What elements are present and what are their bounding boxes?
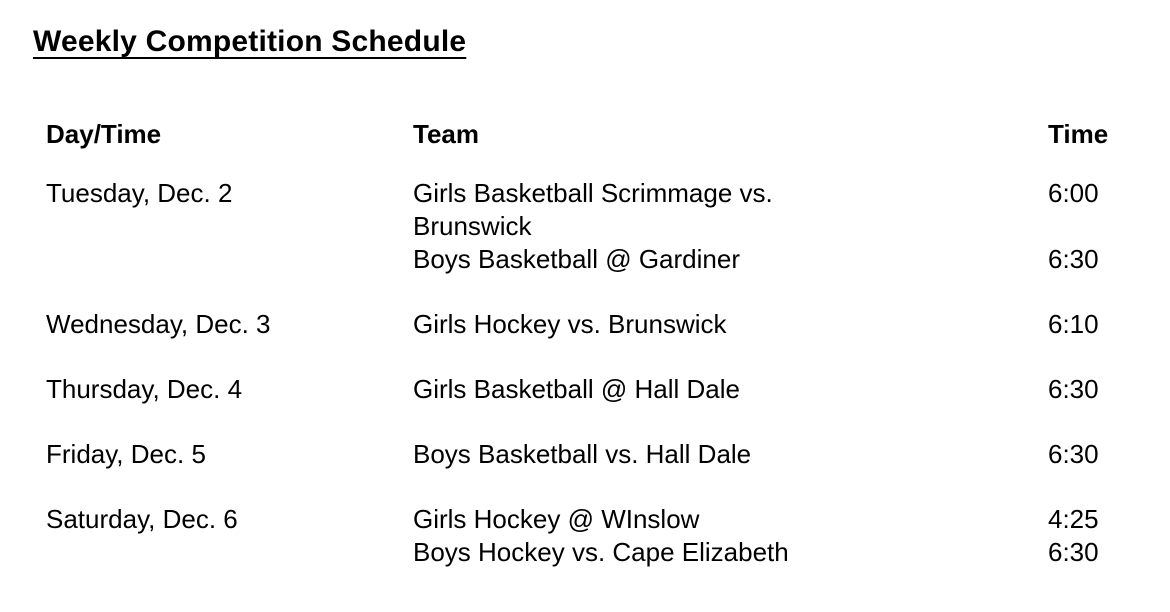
event-row: Boys Basketball vs. Hall Dale 6:30 — [413, 438, 1150, 471]
events-cell: Girls Hockey @ WInslow 4:25 Boys Hockey … — [413, 503, 1150, 569]
table-row: Tuesday, Dec. 2 Girls Basketball Scrimma… — [46, 177, 1150, 276]
column-header-team: Team — [413, 119, 479, 149]
column-header-time: Time — [1048, 119, 1109, 149]
day-cell: Wednesday, Dec. 3 — [46, 309, 271, 339]
event-time: 6:30 — [1048, 439, 1099, 469]
event-row: Girls Hockey vs. Brunswick 6:10 — [413, 308, 1150, 341]
event-team: Girls Basketball Scrimmage vs. Brunswick — [413, 177, 1048, 243]
event-team-line: Boys Basketball vs. Hall Dale — [413, 439, 752, 469]
event-time: 6:00 — [1048, 178, 1099, 208]
event-row: Boys Hockey vs. Cape Elizabeth 6:30 — [413, 536, 1150, 569]
day-cell: Thursday, Dec. 4 — [46, 374, 243, 404]
event-team: Boys Basketball vs. Hall Dale — [413, 438, 1048, 471]
table-header-row: Day/Time Team Time — [46, 118, 1150, 151]
event-team-line: Girls Hockey vs. Brunswick — [413, 309, 727, 339]
table-row: Friday, Dec. 5 Boys Basketball vs. Hall … — [46, 438, 1150, 471]
table-row: Thursday, Dec. 4 Girls Basketball @ Hall… — [46, 373, 1150, 406]
table-row: Saturday, Dec. 6 Girls Hockey @ WInslow … — [46, 503, 1150, 569]
events-cell: Girls Hockey vs. Brunswick 6:10 — [413, 308, 1150, 341]
event-team-line: Girls Basketball Scrimmage vs. — [413, 178, 773, 208]
event-row: Girls Basketball Scrimmage vs. Brunswick … — [413, 177, 1150, 243]
event-team: Boys Hockey vs. Cape Elizabeth — [413, 536, 1048, 569]
event-time: 6:30 — [1048, 244, 1099, 274]
events-cell: Girls Basketball @ Hall Dale 6:30 — [413, 373, 1150, 406]
event-team: Girls Basketball @ Hall Dale — [413, 373, 1048, 406]
event-time: 6:30 — [1048, 374, 1099, 404]
event-team: Girls Hockey @ WInslow — [413, 503, 1048, 536]
event-time: 6:30 — [1048, 537, 1099, 567]
schedule-table: Day/Time Team Time Tuesday, Dec. 2 Girls… — [46, 118, 1150, 569]
day-cell: Friday, Dec. 5 — [46, 439, 206, 469]
event-time: 6:10 — [1048, 309, 1099, 339]
event-team: Boys Basketball @ Gardiner — [413, 243, 1048, 276]
event-team: Girls Hockey vs. Brunswick — [413, 308, 1048, 341]
event-row: Girls Hockey @ WInslow 4:25 — [413, 503, 1150, 536]
day-cell: Tuesday, Dec. 2 — [46, 178, 233, 208]
event-team-line: Girls Hockey @ WInslow — [413, 504, 700, 534]
table-row: Wednesday, Dec. 3 Girls Hockey vs. Bruns… — [46, 308, 1150, 341]
event-team-line: Boys Basketball @ Gardiner — [413, 244, 740, 274]
event-team-line: Boys Hockey vs. Cape Elizabeth — [413, 537, 789, 567]
table-body: Tuesday, Dec. 2 Girls Basketball Scrimma… — [46, 177, 1150, 569]
event-team-line: Girls Basketball @ Hall Dale — [413, 374, 740, 404]
page-title: Weekly Competition Schedule — [33, 25, 467, 58]
column-header-day: Day/Time — [46, 119, 162, 149]
event-team-line: Brunswick — [413, 211, 532, 241]
day-cell: Saturday, Dec. 6 — [46, 504, 238, 534]
events-cell: Boys Basketball vs. Hall Dale 6:30 — [413, 438, 1150, 471]
events-cell: Girls Basketball Scrimmage vs. Brunswick … — [413, 177, 1150, 276]
event-row: Boys Basketball @ Gardiner 6:30 — [413, 243, 1150, 276]
event-time: 4:25 — [1048, 504, 1099, 534]
event-row: Girls Basketball @ Hall Dale 6:30 — [413, 373, 1150, 406]
